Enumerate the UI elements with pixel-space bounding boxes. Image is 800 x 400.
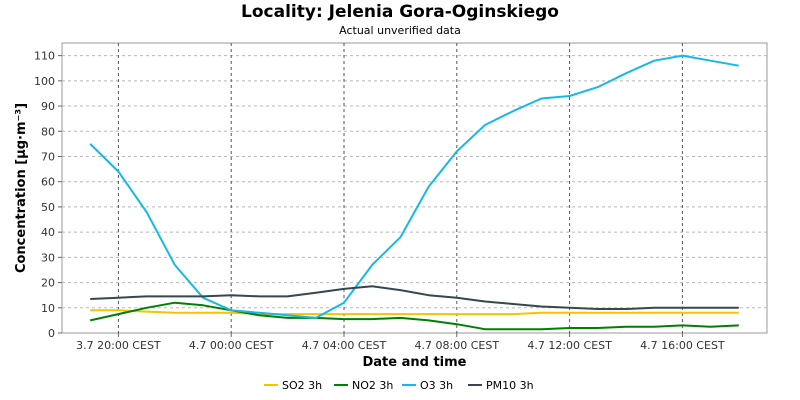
x-tick-label: 3.7 20:00 CEST (76, 339, 161, 352)
series-line-pm10-3h (90, 285, 739, 310)
y-tick-label: 50 (41, 201, 55, 214)
y-axis-ticks: 0 10 20 30 40 50 60 70 80 90 100 110 (34, 50, 62, 340)
x-tick-label: 4.7 16:00 CEST (640, 339, 725, 352)
x-tick-label: 4.7 00:00 CEST (189, 339, 274, 352)
y-tick-label: 10 (41, 302, 55, 315)
y-tick-label: 90 (41, 100, 55, 113)
y-tick-label: 20 (41, 277, 55, 290)
x-tick-label: 4.7 04:00 CEST (302, 339, 387, 352)
y-tick-label: 30 (41, 251, 55, 264)
y-axis-label: Concentration [µg·m⁻³] (14, 103, 29, 273)
legend-label-pm10-3h: PM10 3h (486, 379, 534, 392)
legend-label-so2-3h: SO2 3h (282, 379, 322, 392)
series-lines (89, 54, 739, 331)
y-tick-label: 40 (41, 226, 55, 239)
y-tick-label: 60 (41, 176, 55, 189)
legend-label-no2-3h: NO2 3h (352, 379, 393, 392)
y-tick-label: 70 (41, 150, 55, 163)
y-tick-label: 0 (48, 327, 55, 340)
y-tick-label: 110 (34, 50, 55, 63)
x-tick-label: 4.7 08:00 CEST (415, 339, 500, 352)
legend-label-o3-3h: O3 3h (420, 379, 453, 392)
series-line-o3-3h (89, 54, 739, 319)
legend: SO2 3h NO2 3h O3 3h PM10 3h (264, 379, 534, 392)
series-line-no2-3h (89, 301, 739, 331)
y-tick-label: 80 (41, 125, 55, 138)
chart-title: Locality: Jelenia Gora-Oginskiego (241, 2, 559, 22)
grid-lines (62, 43, 767, 333)
plot-area (61, 42, 768, 334)
y-tick-label: 100 (34, 75, 55, 88)
x-axis-ticks: 3.7 20:00 CEST 4.7 00:00 CEST 4.7 04:00 CE… (76, 333, 725, 352)
x-axis-label: Date and time (362, 355, 466, 370)
x-tick-label: 4.7 12:00 CEST (527, 339, 612, 352)
series-line-so2-3h (90, 309, 739, 316)
chart-subtitle: Actual unverified data (339, 24, 461, 37)
